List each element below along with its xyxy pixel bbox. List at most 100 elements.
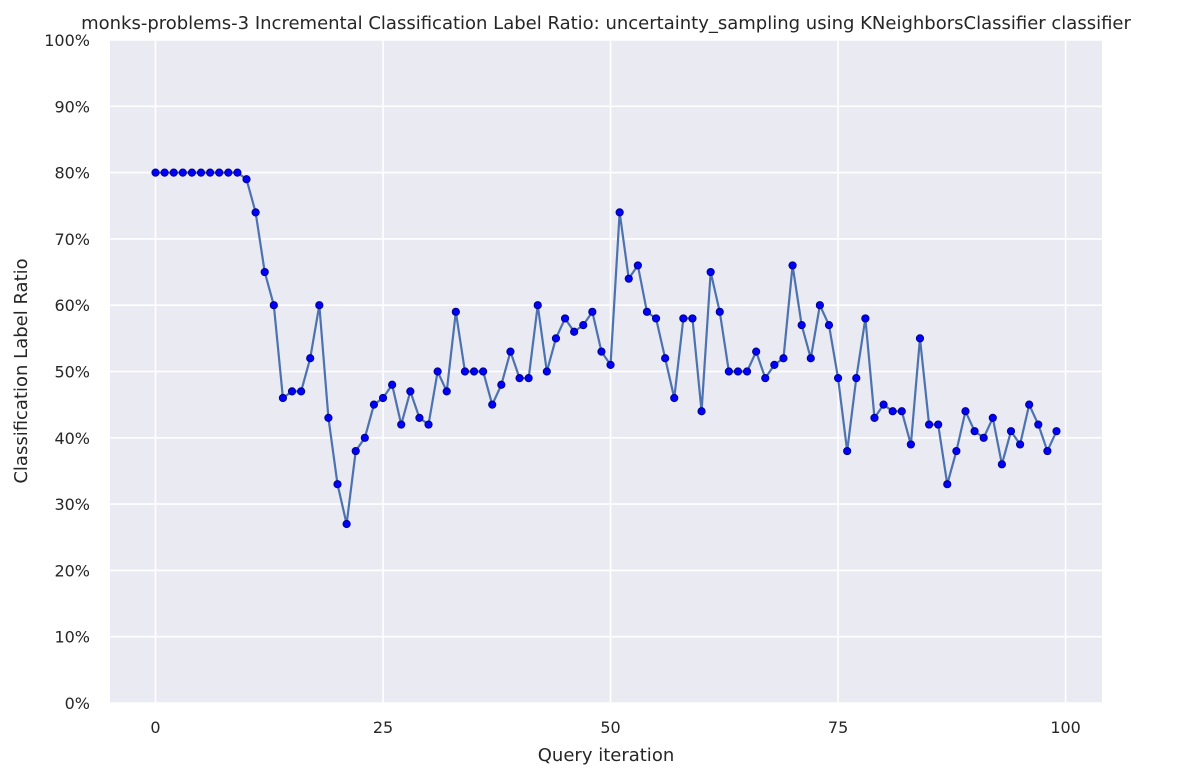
data-point — [788, 261, 797, 270]
data-point — [369, 400, 379, 409]
data-point — [488, 400, 497, 409]
data-point — [169, 168, 178, 177]
series-layer — [151, 168, 1061, 529]
data-point — [779, 354, 788, 363]
data-point — [761, 374, 770, 383]
y-tick-label: 10% — [54, 628, 90, 647]
data-point — [442, 387, 451, 396]
data-point — [351, 446, 360, 456]
data-point — [178, 168, 187, 177]
data-point — [533, 301, 542, 310]
y-tick-label: 0% — [65, 694, 90, 713]
data-point — [715, 307, 724, 316]
data-point — [970, 427, 979, 436]
data-point — [1006, 427, 1016, 436]
data-point — [615, 208, 624, 217]
data-point — [606, 360, 615, 369]
data-point — [451, 307, 460, 316]
data-point — [215, 168, 224, 177]
chart-title: monks-problems-3 Incremental Classificat… — [81, 13, 1131, 34]
series-line — [155, 171, 1058, 526]
data-point — [888, 407, 897, 416]
data-point — [861, 314, 870, 323]
data-point — [879, 400, 888, 409]
data-point — [206, 168, 215, 177]
data-point — [724, 367, 733, 376]
data-point — [633, 261, 642, 270]
data-point — [706, 267, 715, 277]
y-tick-label: 50% — [54, 363, 90, 382]
data-point — [797, 320, 806, 330]
data-point — [297, 387, 306, 396]
data-point — [579, 320, 588, 330]
data-point — [906, 440, 915, 449]
data-point — [597, 347, 606, 356]
data-point — [824, 320, 834, 330]
data-point — [233, 168, 242, 177]
data-point — [224, 168, 233, 177]
data-point — [588, 307, 597, 316]
data-point — [406, 387, 415, 396]
data-point — [961, 407, 970, 416]
x-tick-label: 25 — [373, 718, 393, 737]
data-point — [1015, 440, 1025, 449]
x-tick-label: 100 — [1050, 718, 1081, 737]
data-point — [324, 413, 333, 423]
x-tick-label: 0 — [150, 718, 160, 737]
y-tick-label: 80% — [54, 164, 90, 183]
data-point — [688, 314, 697, 323]
data-point — [524, 374, 533, 383]
data-point — [333, 480, 342, 489]
data-point — [742, 367, 752, 376]
data-point — [342, 519, 351, 529]
data-point — [360, 433, 369, 442]
data-point — [315, 301, 324, 310]
data-point — [460, 367, 470, 376]
data-point — [833, 374, 843, 383]
data-point — [651, 314, 661, 323]
data-point — [242, 175, 251, 184]
data-point — [642, 307, 652, 316]
data-point — [1025, 400, 1034, 409]
data-point — [697, 407, 706, 416]
y-tick-label: 70% — [54, 230, 90, 249]
data-point — [415, 413, 424, 423]
data-point — [988, 413, 997, 423]
data-point — [260, 267, 269, 277]
data-point — [551, 334, 561, 343]
x-axis-label: Query iteration — [538, 745, 674, 766]
data-point — [806, 354, 815, 363]
data-point — [251, 208, 260, 217]
data-point — [397, 420, 406, 429]
data-point — [924, 420, 934, 429]
data-point — [278, 393, 288, 403]
data-point — [897, 407, 906, 416]
data-point — [843, 446, 852, 456]
data-point — [934, 420, 943, 429]
data-point — [433, 367, 442, 376]
data-point — [679, 314, 688, 323]
data-point — [497, 380, 506, 389]
data-point — [542, 367, 551, 376]
data-point — [560, 314, 570, 323]
data-point — [952, 446, 961, 456]
series-markers — [151, 168, 1061, 529]
data-point — [997, 460, 1006, 469]
data-point — [269, 301, 278, 310]
data-point — [515, 374, 524, 383]
data-point — [1034, 420, 1043, 429]
data-point — [378, 393, 388, 403]
data-point — [979, 433, 988, 442]
data-point — [870, 413, 879, 423]
y-tick-label: 30% — [54, 495, 90, 514]
data-point — [287, 387, 297, 396]
data-point — [196, 168, 206, 177]
data-point — [752, 347, 761, 356]
data-point — [852, 374, 861, 383]
data-point — [624, 274, 633, 283]
y-tick-label: 100% — [44, 31, 90, 50]
data-point — [570, 327, 579, 336]
y-tick-label: 60% — [54, 296, 90, 315]
